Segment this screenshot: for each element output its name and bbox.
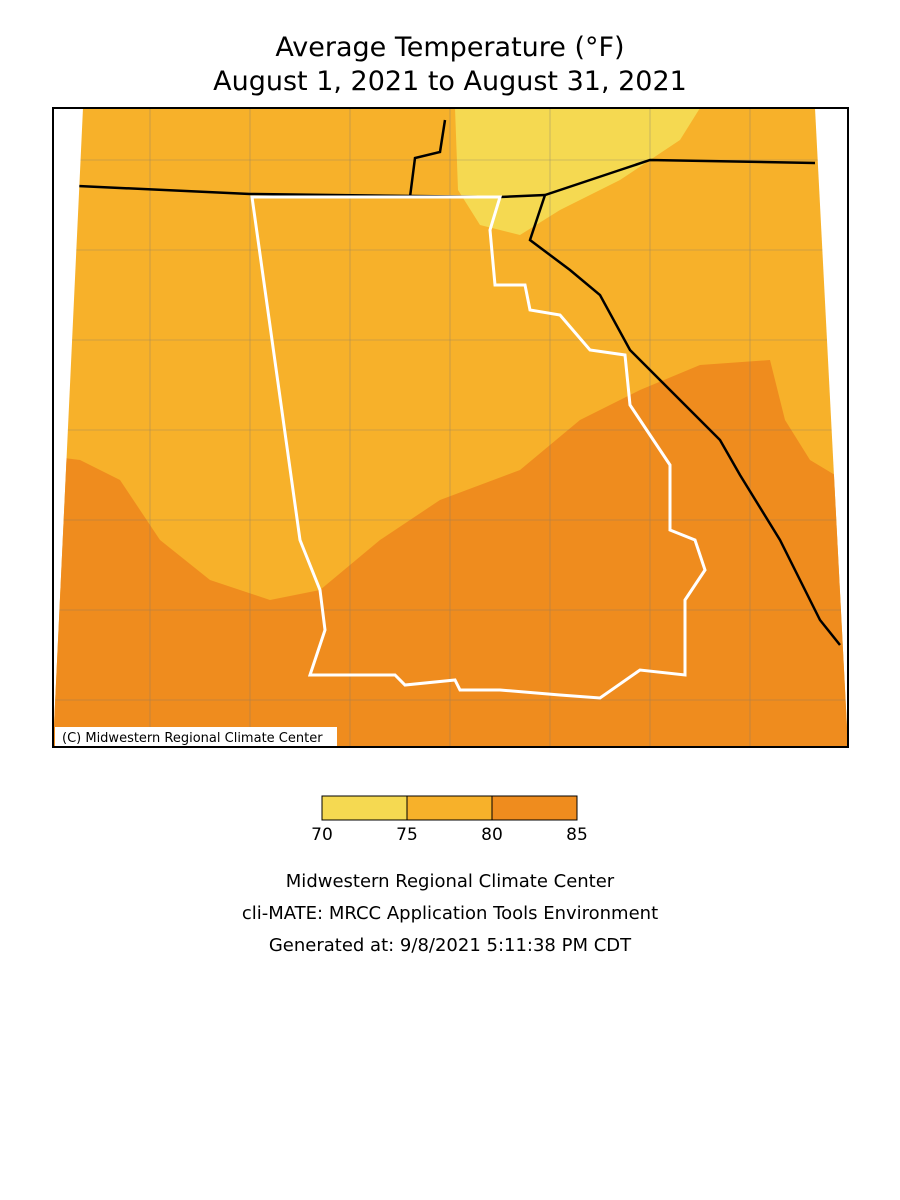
legend-swatch bbox=[406, 795, 493, 821]
legend-tick-label: 75 bbox=[396, 825, 418, 845]
region bbox=[455, 108, 700, 235]
legend-tick-label: 70 bbox=[311, 825, 333, 845]
state-border bbox=[528, 194, 841, 646]
state-border bbox=[408, 119, 447, 198]
footer-line: cli-MATE: MRCC Application Tools Environ… bbox=[242, 903, 658, 924]
state-outline bbox=[250, 195, 707, 700]
copyright: (C) Midwestern Regional Climate Center bbox=[62, 731, 323, 746]
legend: 70 75 80 85 bbox=[311, 795, 588, 845]
footer-line: Generated at: 9/8/2021 5:11:38 PM CDT bbox=[269, 935, 632, 956]
footer-line: Midwestern Regional Climate Center bbox=[286, 871, 615, 892]
map-frame bbox=[52, 107, 849, 748]
legend-swatch bbox=[321, 795, 408, 821]
title-line: Average Temperature (°F) bbox=[275, 32, 624, 63]
legend-swatch bbox=[491, 795, 578, 821]
map: (C) Midwestern Regional Climate Center bbox=[52, 107, 849, 748]
title-line: August 1, 2021 to August 31, 2021 bbox=[213, 66, 687, 97]
county-lines bbox=[54, 108, 846, 747]
legend-tick-label: 80 bbox=[481, 825, 503, 845]
copyright-box bbox=[55, 727, 337, 746]
legend-tick-label: 85 bbox=[566, 825, 588, 845]
